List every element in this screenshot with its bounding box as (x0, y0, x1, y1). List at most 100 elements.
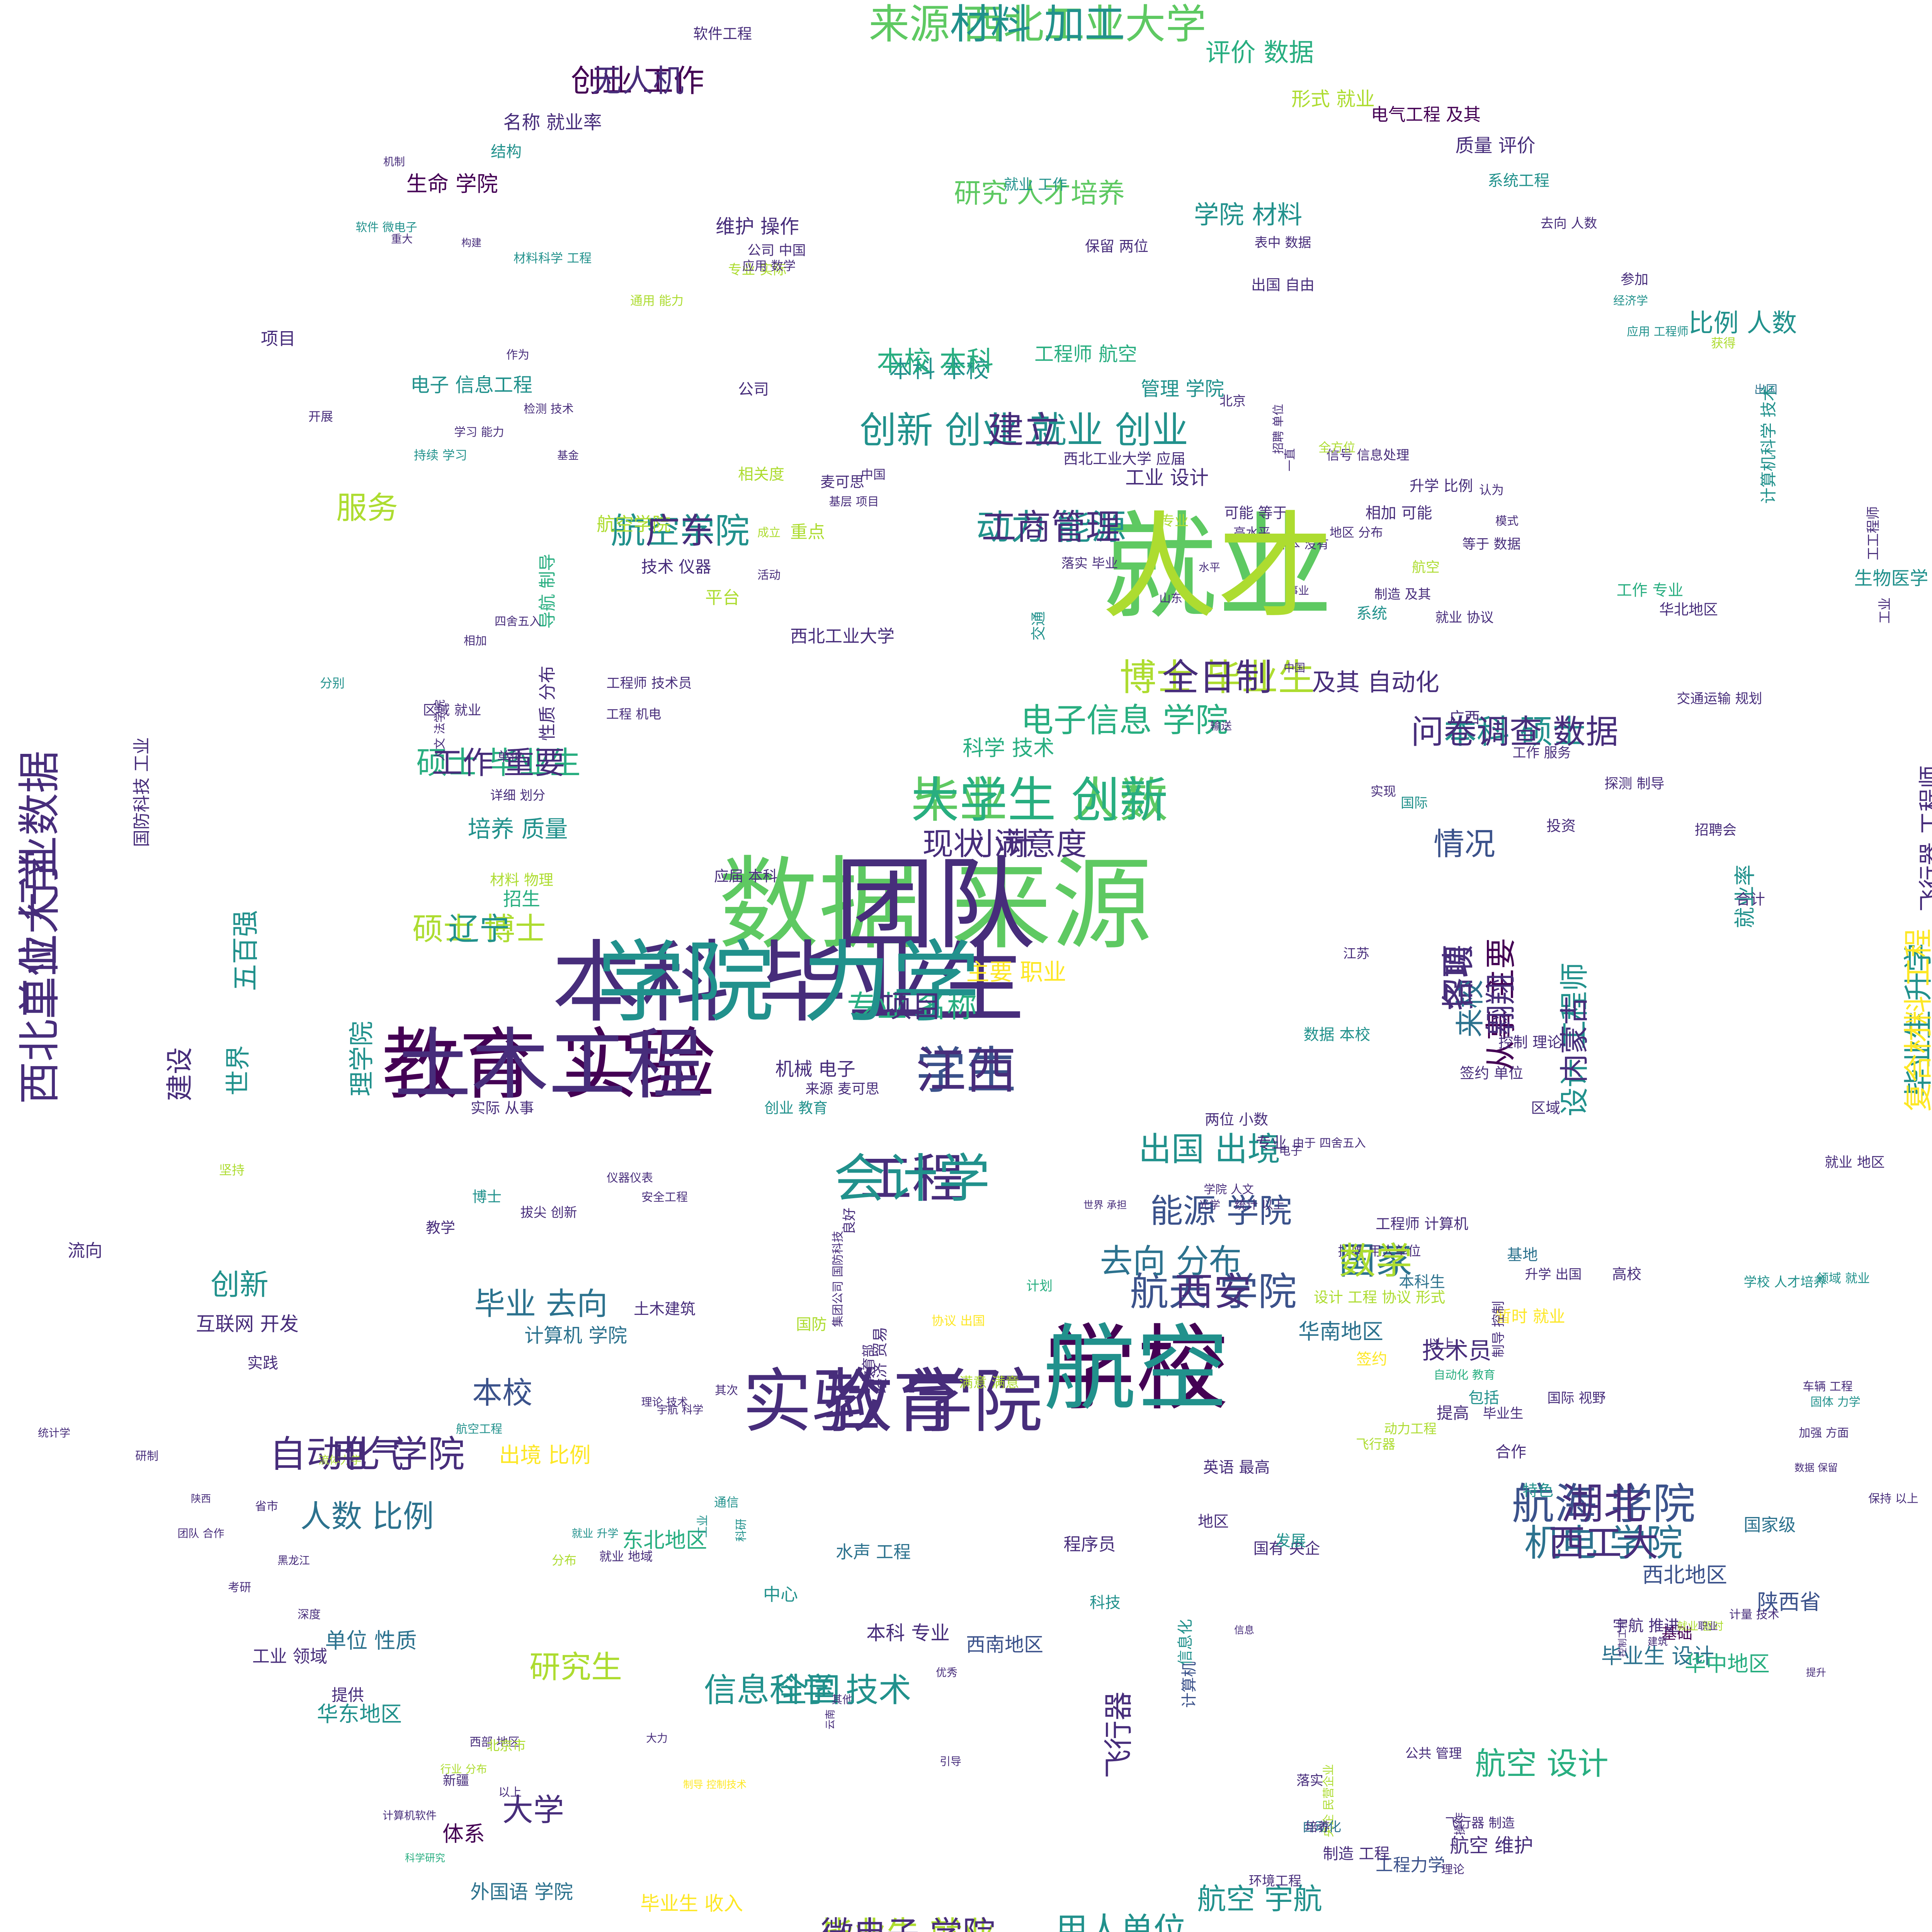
cloud-word: 用人单位 (1055, 1911, 1186, 1932)
cloud-word: 土木建筑 (634, 1300, 696, 1318)
cloud-word: 名称 就业率 (503, 112, 602, 133)
cloud-word: 活动 (757, 569, 781, 582)
cloud-word: 水平 (1199, 561, 1220, 574)
cloud-word: 实验 学院 (742, 1361, 1043, 1442)
cloud-word: 广东 (645, 511, 715, 551)
cloud-word: 合计 (1736, 891, 1765, 908)
cloud-word: 通信 (714, 1495, 739, 1510)
cloud-word: 毕业生 收入 (640, 1893, 743, 1915)
cloud-word: 详细 划分 (490, 788, 546, 803)
cloud-word: 中国 (861, 467, 886, 482)
cloud-word: 西部 地区 (469, 1736, 520, 1749)
cloud-word: 世界 (224, 1045, 253, 1095)
cloud-word: 材料 物理 (490, 872, 553, 889)
cloud-word: 持续 学习 (414, 448, 467, 463)
cloud-word: 投资 (1546, 818, 1576, 835)
cloud-word: 理论 (1441, 1863, 1464, 1877)
cloud-word: 辽宁 (448, 911, 510, 947)
cloud-word: 管理 学院 (1141, 378, 1224, 400)
cloud-word: 航空 (1043, 1315, 1229, 1423)
cloud-word: 机械 电子 (775, 1058, 855, 1080)
cloud-word: 以上 (1428, 1337, 1454, 1352)
cloud-word: 就业 (1101, 500, 1333, 635)
cloud-word: 西北工业大学 (790, 626, 895, 646)
cloud-word: 去向 人数 (1541, 216, 1597, 231)
cloud-word: 学校 人才培养 (1744, 1275, 1827, 1290)
cloud-word: 科技 (1090, 1594, 1121, 1612)
cloud-word: 工程 机电 (606, 707, 662, 722)
cloud-word: 国防 (796, 1316, 827, 1333)
cloud-word: 出国 (1754, 383, 1777, 397)
cloud-word: 应届 本科 (714, 868, 777, 885)
cloud-word: 人才 (1101, 500, 1333, 635)
cloud-word: 江苏 (1343, 946, 1369, 962)
cloud-word: 会计学 (834, 1148, 990, 1209)
cloud-word: 团队 (835, 847, 1036, 963)
cloud-word: 动力 能源 (976, 507, 1126, 548)
cloud-word: 毕业生 升学 (1901, 943, 1932, 1097)
cloud-word: 航天 学院 (1130, 1269, 1297, 1314)
cloud-word: 输送 (1210, 719, 1232, 732)
cloud-word: 工业 设计 (1125, 467, 1209, 489)
cloud-word: 自动化 教育 (1434, 1369, 1495, 1382)
cloud-word: 流体力学 (318, 1454, 362, 1466)
cloud-word: 自动化 学院 (269, 1433, 464, 1476)
cloud-word: 毕业 去向 (474, 1286, 607, 1322)
cloud-word: 工业 (1878, 597, 1893, 624)
cloud-word: 创新 创业 就业 创业 (860, 409, 1189, 452)
cloud-word: 大学 (502, 1792, 564, 1828)
cloud-word: 北京 (1219, 394, 1246, 409)
cloud-word: 问卷调查 数据 (1411, 713, 1618, 751)
cloud-word: 制造 工程 (1323, 1845, 1390, 1863)
cloud-word: 土木工程 (394, 1020, 703, 1110)
cloud-word: 及其 自动化 (1312, 668, 1439, 696)
cloud-word: 单位 性质 (325, 1628, 417, 1653)
cloud-word: 重点 (790, 522, 825, 542)
cloud-word: 理学院 (347, 1021, 376, 1096)
cloud-word: 国际 视野 (1547, 1391, 1605, 1406)
cloud-word: 山东 (1159, 592, 1182, 605)
cloud-word: 本科生 (1399, 1273, 1445, 1291)
cloud-word: 云南 (825, 1709, 837, 1730)
cloud-word: 学校 (1043, 1315, 1229, 1423)
cloud-word: 固体 力学 (1810, 1396, 1861, 1409)
cloud-word: 设计 工程师 (1558, 963, 1592, 1117)
cloud-word: 仪器仪表 (607, 1172, 653, 1185)
cloud-word: 航空 设计 (1475, 1746, 1608, 1782)
cloud-word: 西北工业大学 应届 (1063, 451, 1185, 468)
cloud-word: 两位 小数 (1205, 1111, 1268, 1128)
cloud-word: 性质 分布 (537, 666, 558, 741)
cloud-word: 四舍五入 (495, 615, 541, 629)
cloud-word: 领域 就业 (1816, 1271, 1870, 1286)
cloud-word: 飞行器 工程师 (1917, 765, 1932, 912)
cloud-word: 参加 (1621, 272, 1648, 287)
cloud-word: 流向 (68, 1240, 102, 1261)
cloud-word: 央企 民营企业 (1322, 1764, 1336, 1837)
cloud-word: 就业 暂时 (1677, 1620, 1724, 1633)
cloud-word: 公司 (738, 381, 769, 398)
cloud-word: 样本 没有 (1276, 537, 1329, 551)
cloud-word: 硕士 毕业生 (416, 745, 580, 781)
cloud-word: 基地 (1507, 1246, 1538, 1264)
cloud-word: 科学研究 (405, 1853, 445, 1864)
cloud-word: 工程师 航空 (1034, 343, 1137, 366)
cloud-word: 材料 加工 (950, 1, 1125, 48)
cloud-word: 培养 (1305, 1820, 1330, 1834)
cloud-word: 就业 工作 (1004, 176, 1067, 193)
cloud-word: 操作 (1454, 1812, 1467, 1835)
cloud-word: 复合材料 工程 (1901, 929, 1932, 1112)
cloud-word: 暂时 就业 (1495, 1307, 1565, 1326)
cloud-word: 由于 四舍五入 (1293, 1137, 1366, 1150)
cloud-word: 工作 重要 (432, 745, 565, 781)
cloud-word: 公司 中国 (747, 243, 806, 259)
cloud-word: 工作 专业 (1617, 582, 1684, 599)
cloud-word: 基层 项目 (829, 495, 879, 509)
cloud-word: 研究 人才培养 (954, 177, 1125, 209)
cloud-word: 黑龙江 (277, 1554, 310, 1567)
cloud-word: 大力 (646, 1732, 668, 1745)
cloud-word: 控制 理论 (1498, 1034, 1562, 1051)
cloud-word: 电子 (1279, 1145, 1302, 1158)
cloud-word: 事业 (1287, 584, 1309, 597)
cloud-word: 教育 (823, 1361, 962, 1442)
cloud-word: 工工程师 (1866, 506, 1881, 560)
